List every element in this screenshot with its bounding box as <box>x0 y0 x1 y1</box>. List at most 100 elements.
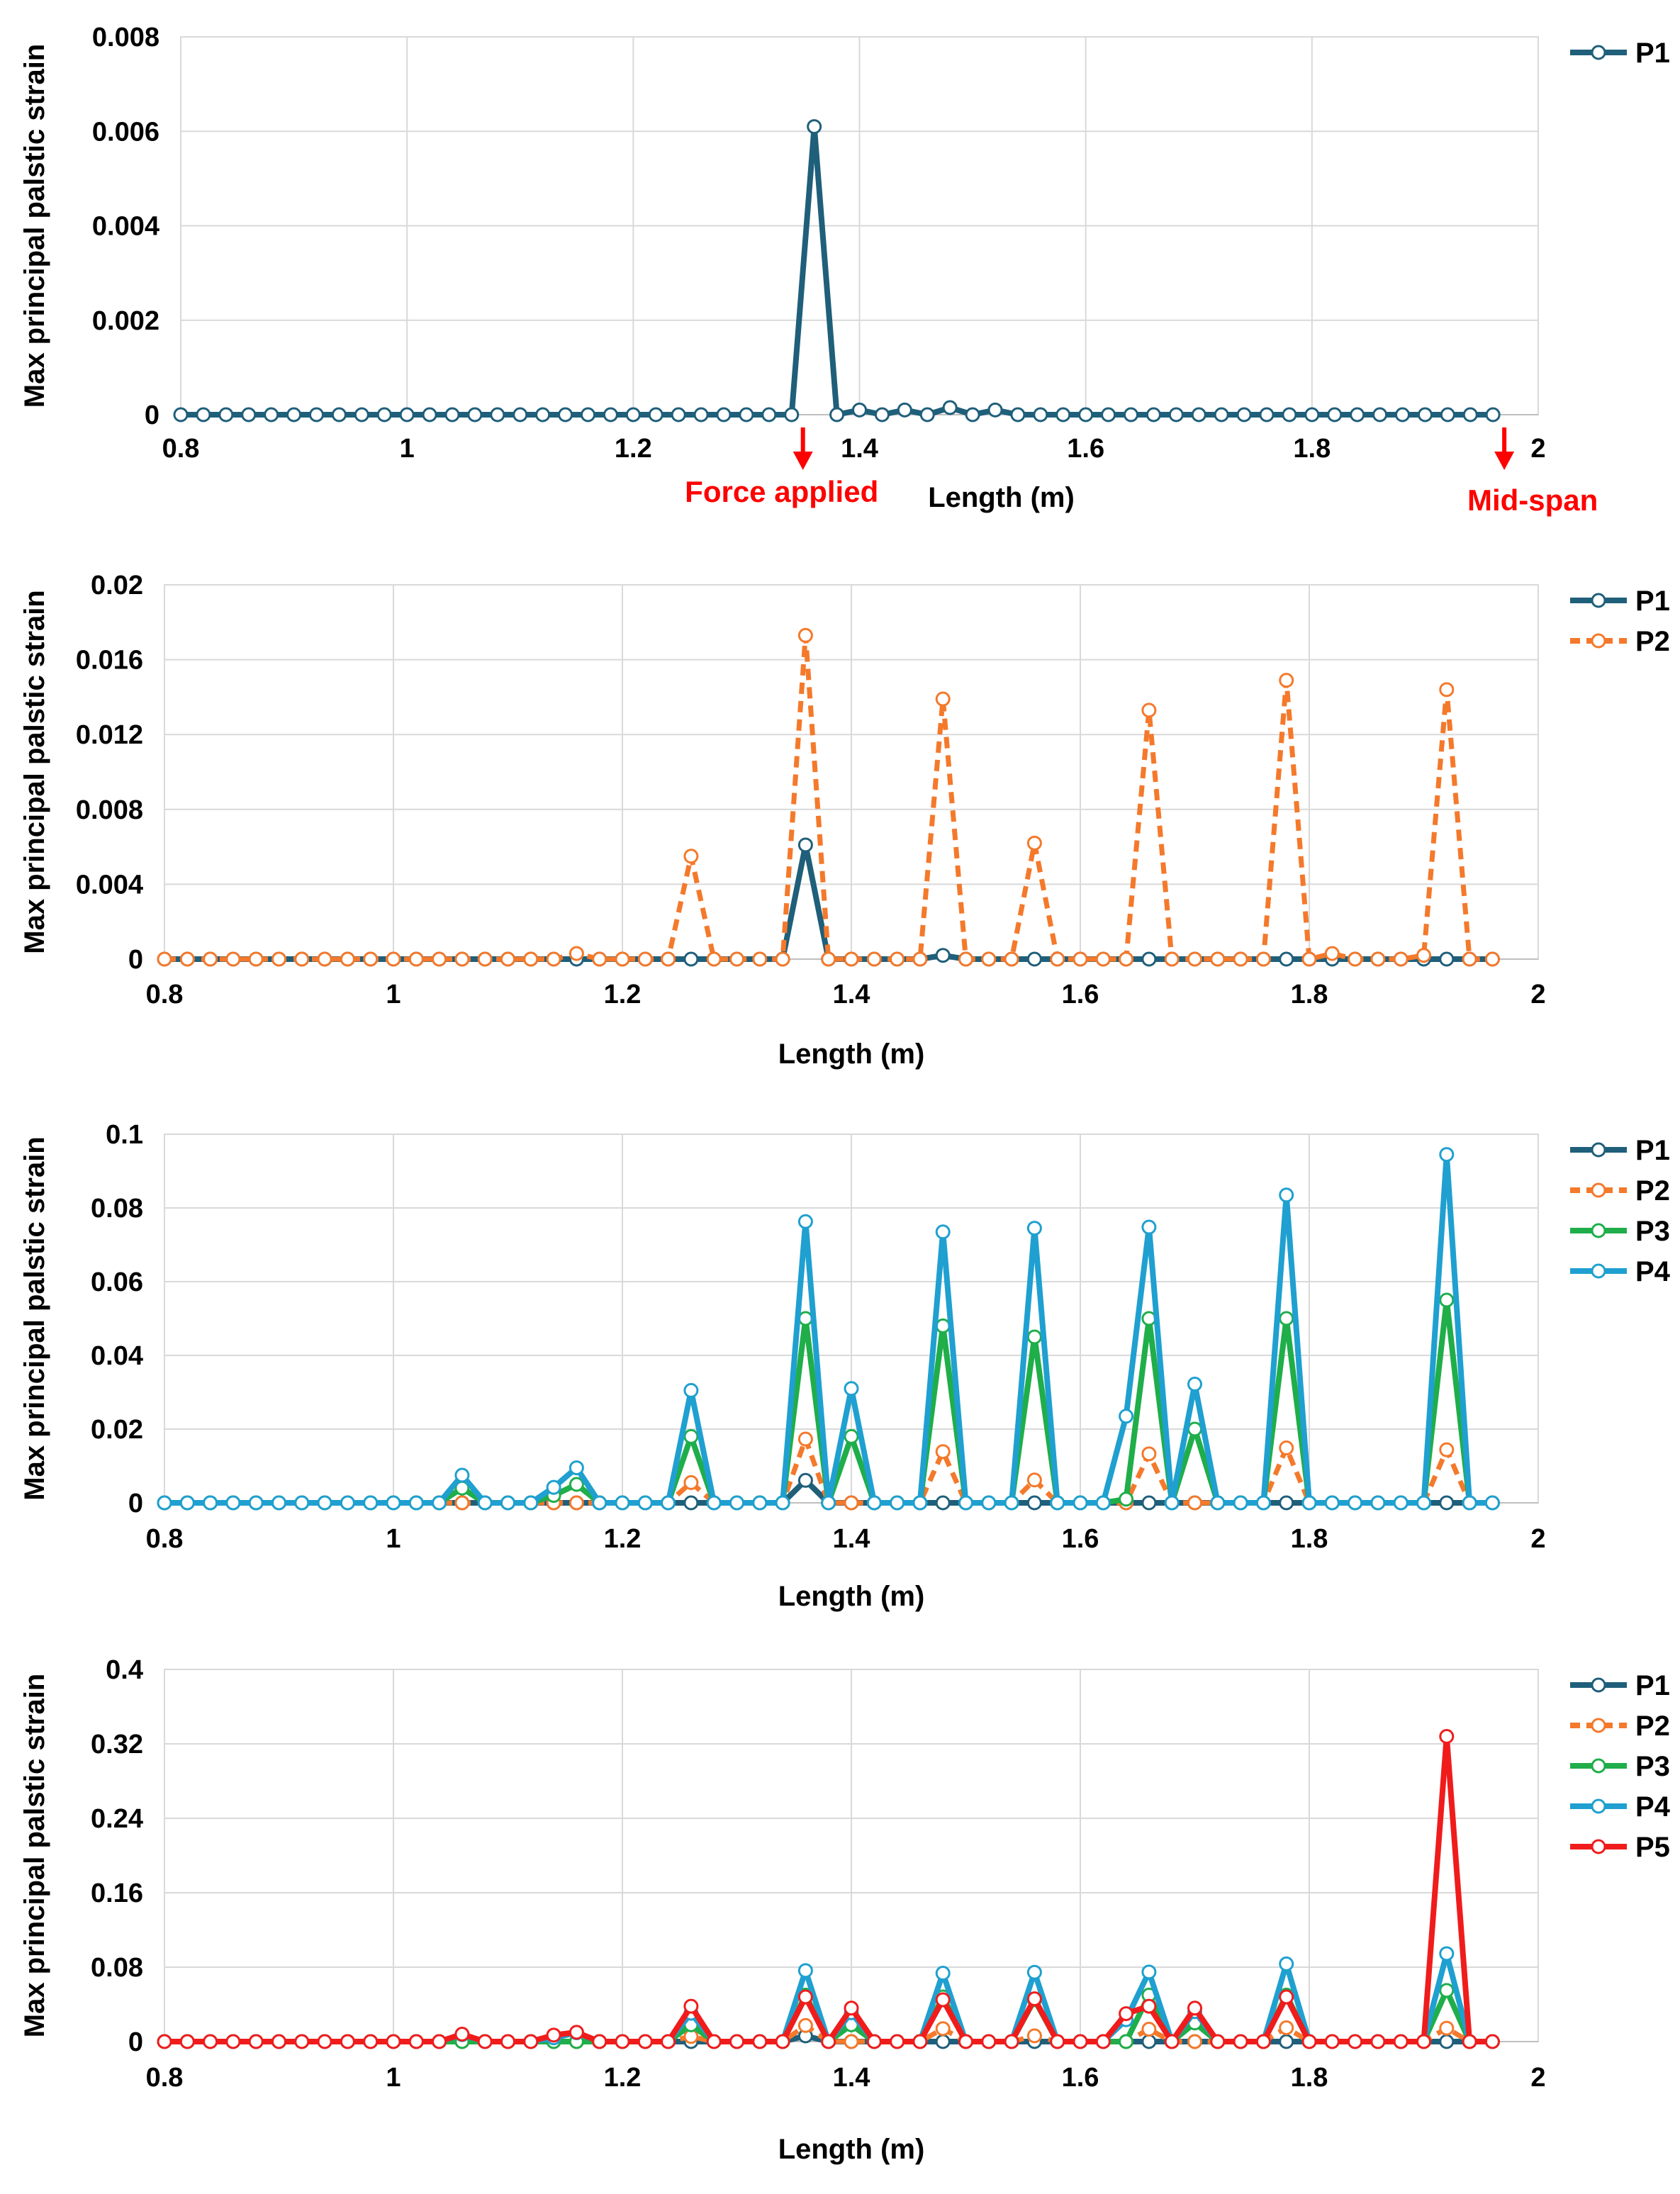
data-point <box>821 951 836 967</box>
x-tick-label: 2 <box>1530 434 1545 464</box>
chart-1: 0.8 1 1.2 1.4 1.6 1.8 2 0 0.002 0.004 0.006 0.008 Le… <box>19 23 1670 517</box>
data-point <box>844 1381 859 1397</box>
data-point <box>535 407 551 422</box>
x-tick-label: 1.2 <box>604 980 642 1009</box>
data-point <box>821 1495 836 1511</box>
data-point <box>706 951 722 967</box>
legend-label-P1: P1 <box>1635 1135 1670 1166</box>
y-axis-label: Max principal palstic strain <box>19 44 50 408</box>
series-line-P2 <box>164 632 1493 962</box>
data-point <box>1141 2034 1157 2049</box>
x-tick-label: 1.2 <box>615 434 652 464</box>
data-point <box>797 1963 813 1978</box>
legend-label-P1: P1 <box>1635 586 1670 617</box>
data-point <box>1348 951 1363 967</box>
data-point <box>683 849 699 864</box>
x-tick-label: 1 <box>400 434 415 464</box>
legend-label-P2: P2 <box>1635 626 1670 657</box>
data-point <box>1484 2034 1500 2049</box>
data-point <box>317 951 332 967</box>
data-point <box>1187 2034 1202 2049</box>
data-point <box>1026 1964 1042 1980</box>
data-point <box>739 407 754 422</box>
data-point <box>225 2034 241 2049</box>
data-point <box>615 2034 630 2049</box>
y-tick-label: 0.04 <box>91 1341 143 1371</box>
x-tick-label: 0.8 <box>162 434 200 464</box>
legend-label-P2: P2 <box>1635 1711 1670 1742</box>
data-point <box>1327 407 1343 422</box>
data-point <box>935 1992 951 2008</box>
data-point <box>671 407 686 422</box>
data-point <box>1168 407 1184 422</box>
data-point <box>1301 1495 1317 1511</box>
data-point <box>1393 1495 1409 1511</box>
data-point <box>1395 407 1410 422</box>
data-point <box>1324 946 1340 961</box>
data-point <box>523 1495 539 1511</box>
data-point <box>225 1495 241 1511</box>
data-point <box>1055 407 1071 422</box>
x-tick-label: 1.4 <box>833 2063 870 2093</box>
data-point <box>569 1460 584 1476</box>
data-point <box>935 691 951 707</box>
data-point <box>1439 1292 1455 1308</box>
data-point <box>1141 703 1157 718</box>
y-tick-label: 0.32 <box>91 1730 143 1759</box>
data-point <box>615 951 630 967</box>
data-point <box>1279 1187 1294 1203</box>
data-point <box>844 2000 859 2016</box>
data-point <box>592 951 607 967</box>
y-tick-label: 0.4 <box>106 1655 143 1685</box>
data-point <box>935 1495 951 1511</box>
legend-marker-P4 <box>1591 1798 1606 1814</box>
data-point <box>1233 2034 1248 2049</box>
y-axis-label: Max principal palstic strain <box>19 1136 50 1501</box>
data-point <box>1073 1495 1088 1511</box>
data-point <box>958 951 973 967</box>
data-point <box>173 407 189 422</box>
data-point <box>500 1495 515 1511</box>
data-point <box>422 407 437 422</box>
data-point <box>523 2034 539 2049</box>
data-point <box>490 407 505 422</box>
data-point <box>942 400 958 415</box>
legend-label-P3: P3 <box>1635 1216 1670 1247</box>
legend-marker-P1 <box>1591 1677 1606 1693</box>
data-point <box>603 407 618 422</box>
y-tick-label: 0.008 <box>76 795 143 825</box>
legend-label-P2: P2 <box>1635 1175 1670 1207</box>
data-point <box>1141 1964 1157 1980</box>
data-point <box>1073 951 1088 967</box>
data-point <box>1210 2034 1226 2049</box>
y-tick-label: 0.08 <box>91 1194 143 1224</box>
data-point <box>1233 951 1248 967</box>
data-point <box>225 951 241 967</box>
data-point <box>797 1989 813 2005</box>
data-point <box>248 951 264 967</box>
data-point <box>546 951 561 967</box>
legend-marker-P3 <box>1591 1223 1606 1238</box>
data-point <box>363 951 379 967</box>
data-point <box>935 2034 951 2049</box>
annotation-arrow-head <box>1494 452 1515 470</box>
x-tick-label: 1.6 <box>1062 2063 1099 2093</box>
data-point <box>784 407 800 422</box>
data-point <box>513 407 528 422</box>
x-tick-label: 1.6 <box>1062 980 1099 1009</box>
data-point <box>1164 2034 1180 2049</box>
data-point <box>919 407 935 422</box>
data-point <box>716 407 732 422</box>
data-point <box>386 1495 401 1511</box>
data-point <box>706 2034 722 2049</box>
data-point <box>1348 2034 1363 2049</box>
chart-4: 0.8 1 1.2 1.4 1.6 1.8 2 0 0.08 0.16 0.24 0.32 0.4 Len… <box>19 1655 1671 2165</box>
data-point <box>1439 1729 1455 1744</box>
data-point <box>592 1495 607 1511</box>
data-point <box>203 1495 218 1511</box>
data-point <box>1141 1998 1157 2014</box>
data-point <box>203 951 218 967</box>
data-point <box>1324 2034 1340 2049</box>
data-point <box>890 2034 905 2049</box>
data-point <box>1279 1440 1294 1456</box>
